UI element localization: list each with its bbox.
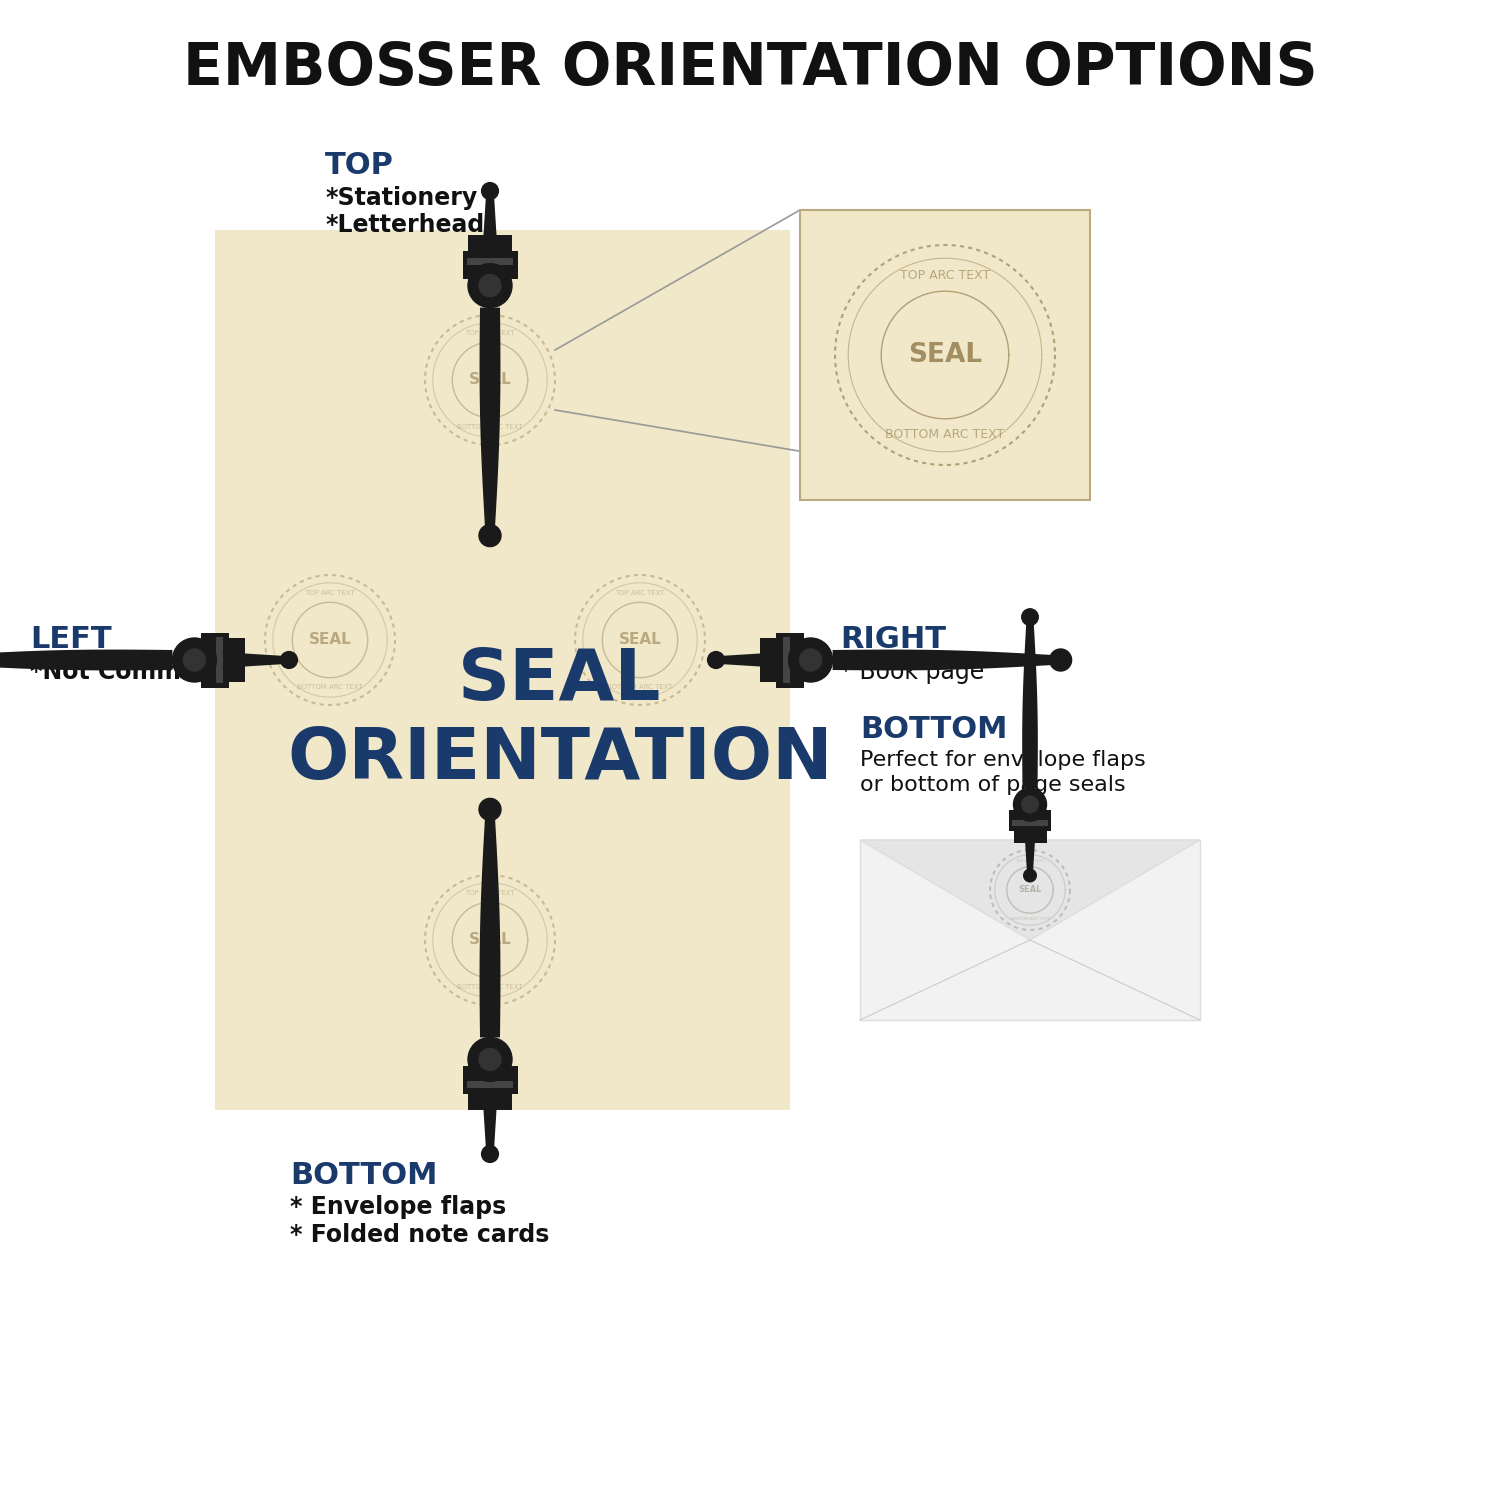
Text: SEAL
ORIENTATION: SEAL ORIENTATION [286,645,833,795]
Circle shape [1022,609,1038,625]
Circle shape [1014,788,1047,820]
Polygon shape [1014,831,1047,843]
Text: * Folded note cards: * Folded note cards [290,1222,549,1246]
FancyBboxPatch shape [214,230,790,1110]
Polygon shape [483,198,496,243]
Polygon shape [1010,810,1050,831]
Polygon shape [462,251,518,279]
Circle shape [1023,868,1036,882]
Text: BOTTOM ARC TEXT: BOTTOM ARC TEXT [297,684,363,690]
Circle shape [478,1048,501,1071]
Polygon shape [480,818,501,1038]
Text: TOP ARC TEXT: TOP ARC TEXT [1016,859,1044,862]
Text: TOP ARC TEXT: TOP ARC TEXT [900,270,990,282]
Text: *Not Common: *Not Common [30,660,214,684]
Text: or bottom of page seals: or bottom of page seals [859,776,1125,795]
Text: SEAL: SEAL [1019,885,1041,894]
Circle shape [183,650,206,670]
Text: LEFT: LEFT [30,626,111,654]
Polygon shape [1013,821,1047,825]
Circle shape [478,525,501,546]
Circle shape [1022,796,1038,813]
Circle shape [280,651,297,669]
Text: *Letterhead: *Letterhead [326,213,484,237]
Polygon shape [0,650,172,670]
Polygon shape [483,1102,496,1148]
Text: SEAL: SEAL [468,933,512,948]
Polygon shape [201,633,229,687]
Polygon shape [466,258,513,264]
Polygon shape [466,1080,513,1088]
Polygon shape [833,650,1053,670]
Polygon shape [1022,622,1038,788]
Text: TOP ARC TEXT: TOP ARC TEXT [465,890,514,896]
Circle shape [708,651,724,669]
Text: BOTTOM: BOTTOM [859,716,1008,744]
Polygon shape [859,840,1200,940]
Polygon shape [216,636,222,684]
Circle shape [478,798,501,820]
Text: SEAL: SEAL [908,342,983,368]
Polygon shape [723,652,768,668]
Polygon shape [776,633,804,687]
Text: BOTTOM ARC TEXT: BOTTOM ARC TEXT [885,427,1005,441]
Text: BOTTOM ARC TEXT: BOTTOM ARC TEXT [458,424,524,430]
Circle shape [482,183,498,200]
Polygon shape [783,636,789,684]
Polygon shape [468,236,512,250]
Text: BOTTOM ARC TEXT: BOTTOM ARC TEXT [1011,916,1050,921]
Circle shape [468,264,512,308]
Circle shape [478,274,501,297]
Text: *Stationery: *Stationery [326,186,477,210]
Text: * Envelope flaps: * Envelope flaps [290,1196,506,1219]
Text: Perfect for envelope flaps: Perfect for envelope flaps [859,750,1146,770]
Circle shape [800,650,822,670]
FancyBboxPatch shape [800,210,1090,500]
Text: TOP ARC TEXT: TOP ARC TEXT [304,590,355,596]
Text: BOTTOM ARC TEXT: BOTTOM ARC TEXT [458,984,524,990]
Text: SEAL: SEAL [309,633,351,648]
Polygon shape [462,1066,518,1094]
Text: BOTTOM: BOTTOM [290,1161,438,1190]
Text: SEAL: SEAL [468,372,512,387]
Circle shape [1050,650,1071,670]
Text: SEAL: SEAL [618,633,662,648]
Polygon shape [468,1094,512,1110]
Circle shape [482,1146,498,1162]
Text: TOP ARC TEXT: TOP ARC TEXT [615,590,664,596]
Polygon shape [480,308,501,528]
Text: RIGHT: RIGHT [840,626,946,654]
Polygon shape [1024,837,1035,870]
Polygon shape [237,652,282,668]
FancyBboxPatch shape [859,840,1200,1020]
Text: EMBOSSER ORIENTATION OPTIONS: EMBOSSER ORIENTATION OPTIONS [183,39,1317,96]
Circle shape [468,1038,512,1082]
Text: TOP: TOP [326,150,394,180]
Polygon shape [230,638,244,682]
Polygon shape [760,638,776,682]
Text: * Book page: * Book page [840,660,984,684]
Text: BOTTOM ARC TEXT: BOTTOM ARC TEXT [608,684,674,690]
Circle shape [172,638,216,682]
Text: TOP ARC TEXT: TOP ARC TEXT [465,330,514,336]
Circle shape [789,638,832,682]
